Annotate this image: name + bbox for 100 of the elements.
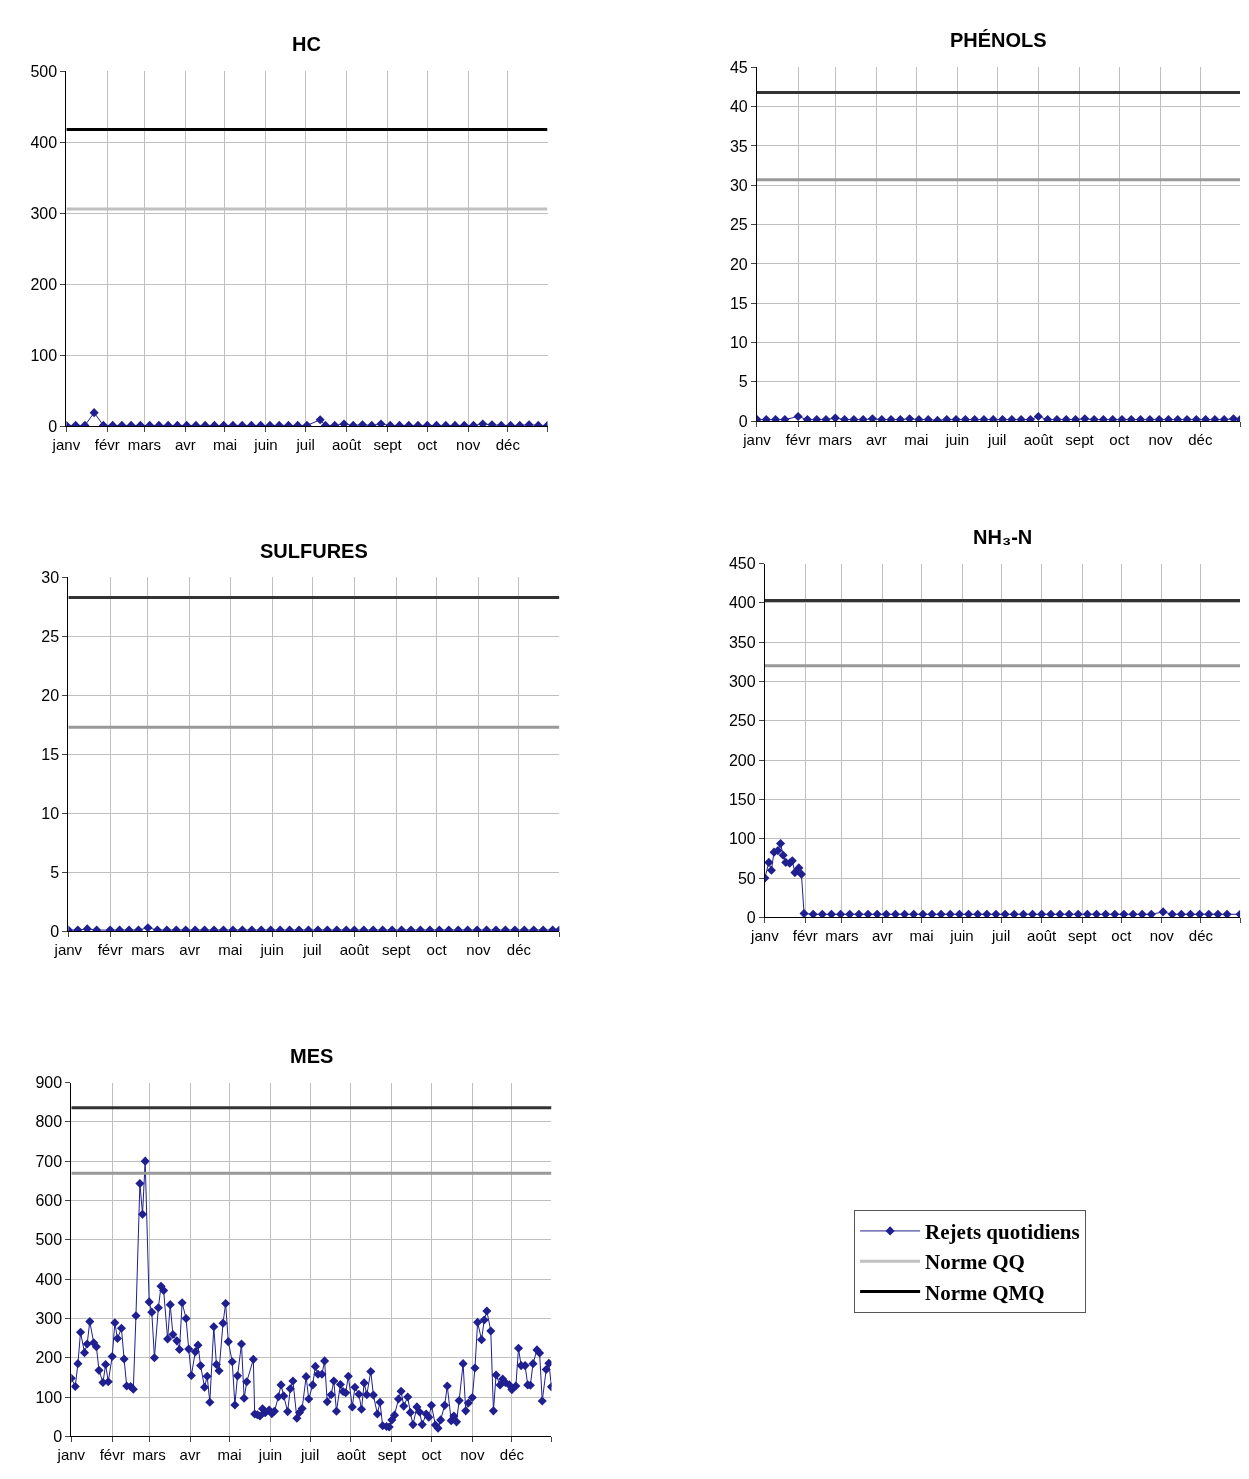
y-tick-label: 40 (729, 98, 748, 116)
y-tick-label: 900 (35, 1074, 63, 1092)
x-tick-label: sept (377, 1446, 407, 1464)
y-tick-label: 500 (30, 62, 58, 80)
x-tick-label: févr (94, 436, 120, 454)
y-tick-label: 200 (728, 751, 756, 769)
y-tick-label: 400 (728, 594, 756, 612)
y-tick-label: 15 (41, 745, 60, 763)
x-tick-label: oct (1109, 431, 1131, 449)
x-tick-label: déc (1188, 927, 1214, 945)
chart-title: NH₃-N (973, 526, 1033, 548)
x-tick-label: janv (56, 1446, 86, 1464)
x-tick-label: août (332, 436, 363, 454)
y-tick-label: 50 (737, 869, 756, 887)
y-tick-label: 0 (738, 412, 748, 430)
y-tick-label: 300 (35, 1310, 63, 1328)
x-tick-label: mai (904, 431, 929, 449)
x-tick-label: mars (132, 1446, 166, 1464)
y-tick-label: 600 (35, 1192, 63, 1210)
y-tick-label: 350 (728, 633, 756, 651)
x-tick-label: août (336, 1446, 367, 1464)
x-tick-label: sept (381, 941, 412, 959)
chart-title: HC (292, 33, 321, 55)
y-tick-label: 30 (729, 176, 748, 194)
x-tick-label: nov (460, 1446, 485, 1464)
x-tick-label: déc (1188, 431, 1213, 449)
x-tick-label: nov (456, 436, 481, 454)
x-tick-label: mai (217, 1446, 242, 1464)
y-tick-label: 30 (41, 568, 60, 586)
x-tick-label: janv (53, 941, 83, 959)
x-tick-label: août (1023, 431, 1054, 449)
y-tick-label: 300 (30, 204, 58, 222)
x-tick-label: juin (253, 436, 278, 454)
x-tick-label: oct (421, 1446, 443, 1464)
x-tick-label: janv (750, 927, 780, 945)
y-tick-label: 25 (41, 627, 60, 645)
x-tick-label: nov (1149, 927, 1175, 945)
y-tick-label: 20 (729, 255, 748, 273)
y-tick-label: 0 (746, 909, 756, 927)
x-tick-label: juil (302, 941, 322, 959)
x-tick-label: mars (818, 431, 852, 449)
chart-title: SULFURES (260, 540, 368, 562)
x-tick-label: juin (259, 941, 284, 959)
y-tick-label: 800 (35, 1113, 63, 1131)
y-tick-label: 5 (738, 373, 748, 391)
y-tick-label: 200 (35, 1349, 63, 1367)
x-tick-label: avr (179, 941, 201, 959)
y-tick-label: 300 (728, 673, 756, 691)
y-tick-label: 20 (41, 686, 60, 704)
x-tick-label: sept (1065, 431, 1095, 449)
y-tick-label: 0 (50, 922, 60, 940)
x-tick-label: mars (131, 941, 165, 959)
x-tick-label: août (339, 941, 370, 959)
x-tick-label: mai (909, 927, 934, 945)
x-tick-label: sept (1067, 927, 1098, 945)
y-tick-label: 10 (41, 804, 60, 822)
y-tick-label: 100 (30, 346, 58, 364)
x-tick-label: mai (212, 436, 238, 454)
x-tick-label: juil (987, 431, 1007, 449)
x-tick-label: nov (466, 941, 492, 959)
y-tick-label: 200 (30, 275, 58, 293)
y-tick-label: 35 (729, 137, 748, 155)
x-tick-label: déc (506, 941, 532, 959)
x-tick-label: mai (218, 941, 243, 959)
y-tick-label: 25 (729, 216, 748, 234)
y-tick-label: 400 (30, 133, 58, 151)
y-tick-label: 150 (728, 791, 756, 809)
x-tick-label: juin (257, 1446, 283, 1464)
y-tick-label: 0 (53, 1428, 63, 1445)
y-tick-label: 100 (35, 1388, 63, 1406)
x-tick-label: juil (299, 1446, 320, 1464)
x-tick-label: juin (944, 431, 970, 449)
x-tick-label: févr (785, 431, 811, 449)
legend-label: Norme QQ (925, 1250, 1025, 1275)
chart-title: PHÉNOLS (950, 29, 1047, 51)
x-tick-label: juil (991, 927, 1011, 945)
x-tick-label: avr (179, 1446, 201, 1464)
x-tick-label: oct (1111, 927, 1133, 945)
x-tick-label: nov (1148, 431, 1174, 449)
y-tick-label: 5 (50, 863, 60, 881)
x-tick-label: juin (949, 927, 974, 945)
y-tick-label: 10 (729, 334, 748, 352)
x-tick-label: avr (174, 436, 196, 454)
x-tick-label: avr (866, 431, 887, 449)
x-tick-label: juil (295, 436, 315, 454)
y-tick-label: 400 (35, 1270, 63, 1288)
x-tick-label: déc (499, 1446, 525, 1464)
x-tick-label: janv (742, 431, 772, 449)
y-tick-label: 250 (728, 712, 756, 730)
x-tick-label: oct (426, 941, 448, 959)
y-tick-label: 45 (729, 58, 748, 76)
y-tick-label: 700 (35, 1152, 63, 1170)
legend-label: Norme QMQ (925, 1280, 1045, 1305)
x-tick-label: avr (871, 927, 893, 945)
x-tick-label: déc (495, 436, 521, 454)
legend-label: Rejets quotidiens (925, 1220, 1080, 1245)
y-tick-label: 0 (48, 417, 58, 435)
x-tick-label: mars (825, 927, 859, 945)
x-tick-label: oct (417, 436, 439, 454)
y-tick-label: 100 (728, 830, 756, 848)
